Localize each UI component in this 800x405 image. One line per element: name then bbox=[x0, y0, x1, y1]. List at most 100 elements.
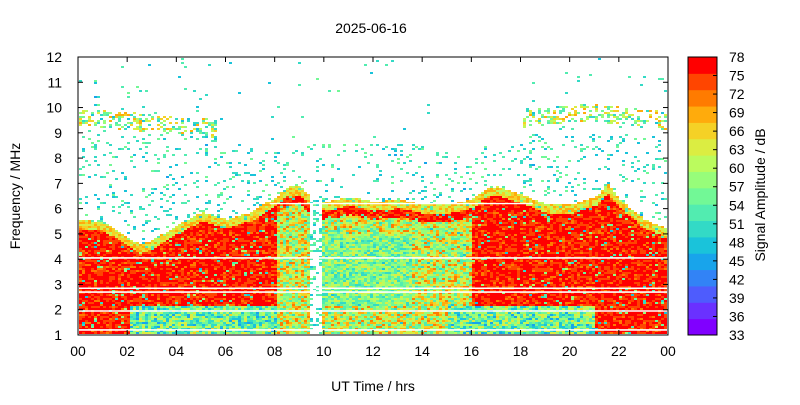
heatmap-cell bbox=[220, 222, 223, 224]
heatmap-cell bbox=[142, 262, 145, 264]
heatmap-cell bbox=[235, 218, 238, 220]
heatmap-cell bbox=[94, 232, 97, 234]
heatmap-cell bbox=[223, 296, 226, 298]
heatmap-cell bbox=[133, 306, 136, 308]
heatmap-cell bbox=[166, 294, 169, 296]
heatmap-cell bbox=[97, 164, 100, 166]
heatmap-cell bbox=[196, 172, 199, 174]
heatmap-cell bbox=[304, 204, 307, 206]
heatmap-cell bbox=[268, 236, 271, 238]
heatmap-cell bbox=[148, 294, 151, 296]
heatmap-cell bbox=[100, 248, 103, 250]
heatmap-cell bbox=[178, 132, 181, 134]
heatmap-cell bbox=[298, 242, 301, 244]
heatmap-cell bbox=[235, 262, 238, 264]
heatmap-cell bbox=[100, 268, 103, 270]
heatmap-cell bbox=[307, 290, 310, 292]
heatmap-cell bbox=[286, 234, 289, 236]
heatmap-cell bbox=[178, 284, 181, 286]
heatmap-cell bbox=[223, 318, 226, 320]
heatmap-cell bbox=[229, 330, 232, 332]
heatmap-cell bbox=[274, 268, 277, 270]
heatmap-cell bbox=[223, 308, 226, 310]
heatmap-cell bbox=[184, 240, 187, 242]
heatmap-cell bbox=[229, 224, 232, 226]
heatmap-cell bbox=[283, 256, 286, 258]
heatmap-cell bbox=[271, 206, 274, 208]
heatmap-cell bbox=[256, 220, 259, 222]
heatmap-cell bbox=[232, 300, 235, 302]
heatmap-cell bbox=[274, 260, 277, 262]
heatmap-cell bbox=[274, 318, 277, 320]
heatmap-cell bbox=[136, 248, 139, 250]
heatmap-cell bbox=[280, 296, 283, 298]
heatmap-cell bbox=[118, 252, 121, 254]
heatmap-cell bbox=[151, 268, 154, 270]
heatmap-cell bbox=[85, 160, 88, 162]
heatmap-cell bbox=[295, 238, 298, 240]
heatmap-cell bbox=[208, 314, 211, 316]
heatmap-cell bbox=[115, 330, 118, 332]
heatmap-cell bbox=[253, 282, 256, 284]
heatmap-cell bbox=[301, 314, 304, 316]
heatmap-cell bbox=[160, 260, 163, 262]
heatmap-cell bbox=[298, 186, 301, 188]
heatmap-cell bbox=[295, 234, 298, 236]
heatmap-cell bbox=[109, 260, 112, 262]
heatmap-cell bbox=[265, 314, 268, 316]
heatmap-cell bbox=[169, 320, 172, 322]
heatmap-cell bbox=[232, 304, 235, 306]
heatmap-cell bbox=[214, 318, 217, 320]
heatmap-cell bbox=[178, 268, 181, 270]
heatmap-cell bbox=[286, 232, 289, 234]
heatmap-cell bbox=[91, 254, 94, 256]
heatmap-cell bbox=[214, 216, 217, 218]
heatmap-cell bbox=[286, 218, 289, 220]
heatmap-cell bbox=[118, 278, 121, 280]
heatmap-cell bbox=[235, 296, 238, 298]
heatmap-cell bbox=[181, 320, 184, 322]
heatmap-cell bbox=[217, 214, 220, 216]
heatmap-cell bbox=[109, 284, 112, 286]
heatmap-cell bbox=[226, 276, 229, 278]
heatmap-cell bbox=[223, 320, 226, 322]
heatmap-cell bbox=[115, 314, 118, 316]
heatmap-cell bbox=[187, 282, 190, 284]
heatmap-cell bbox=[91, 230, 94, 232]
heatmap-cell bbox=[112, 248, 115, 250]
heatmap-cell bbox=[94, 194, 97, 196]
heatmap-cell bbox=[148, 254, 151, 256]
heatmap-cell bbox=[274, 246, 277, 248]
heatmap-cell bbox=[193, 128, 196, 130]
heatmap-cell bbox=[289, 272, 292, 274]
heatmap-cell bbox=[214, 252, 217, 254]
heatmap-cell bbox=[235, 256, 238, 258]
heatmap-cell bbox=[184, 294, 187, 296]
heatmap-cell bbox=[253, 266, 256, 268]
heatmap-cell bbox=[232, 312, 235, 314]
heatmap-cell bbox=[271, 302, 274, 304]
heatmap-cell bbox=[148, 268, 151, 270]
heatmap-cell bbox=[250, 216, 253, 218]
heatmap-cell bbox=[151, 320, 154, 322]
heatmap-cell bbox=[211, 236, 214, 238]
heatmap-cell bbox=[286, 274, 289, 276]
heatmap-cell bbox=[295, 308, 298, 310]
heatmap-cell bbox=[157, 138, 160, 140]
heatmap-cell bbox=[286, 328, 289, 330]
heatmap-cell bbox=[298, 224, 301, 226]
heatmap-cell bbox=[250, 264, 253, 266]
heatmap-cell bbox=[142, 332, 145, 334]
heatmap-cell bbox=[91, 298, 94, 300]
heatmap-cell bbox=[244, 244, 247, 246]
heatmap-cell bbox=[217, 238, 220, 240]
heatmap-cell bbox=[151, 330, 154, 332]
heatmap-cell bbox=[214, 136, 217, 138]
heatmap-cell bbox=[94, 260, 97, 262]
heatmap-cell bbox=[226, 230, 229, 232]
heatmap-cell bbox=[292, 266, 295, 268]
heatmap-cell bbox=[100, 114, 103, 116]
heatmap-cell bbox=[172, 264, 175, 266]
heatmap-cell bbox=[106, 326, 109, 328]
heatmap-cell bbox=[211, 272, 214, 274]
